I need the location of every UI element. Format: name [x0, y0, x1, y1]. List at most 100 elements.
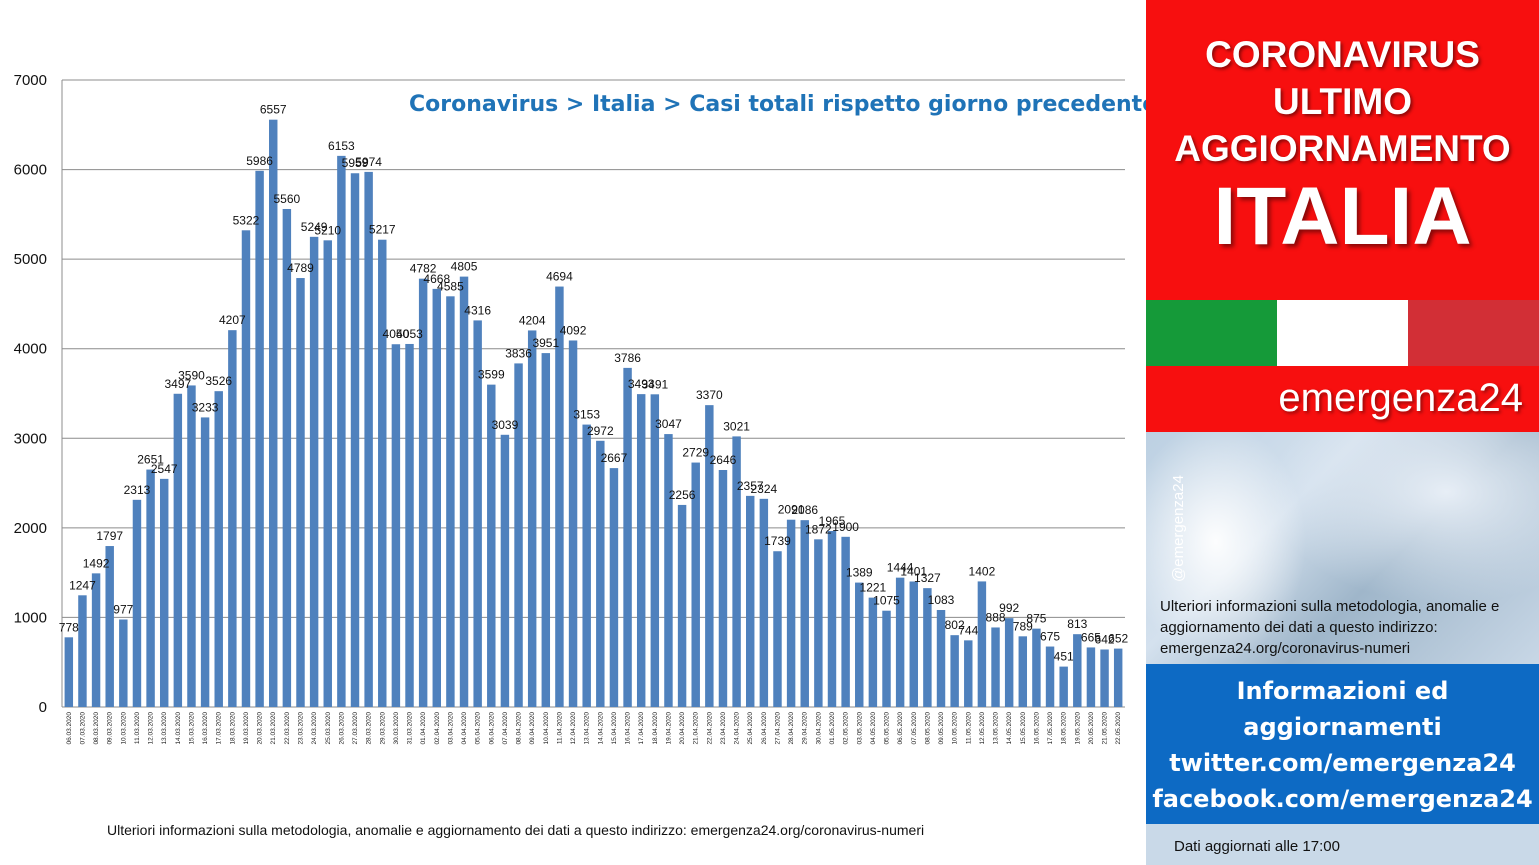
- data-label: 4204: [519, 313, 546, 327]
- bar: [91, 573, 101, 707]
- bar: [296, 278, 305, 707]
- bar: [923, 588, 932, 707]
- flag-white: [1277, 300, 1408, 366]
- x-tick-label: 14.05.2020: [1006, 712, 1013, 745]
- info-box: Informazioni ed aggiornamenti twitter.co…: [1146, 664, 1539, 824]
- x-tick-label: 20.04.2020: [679, 712, 686, 745]
- data-label: 2651: [137, 453, 164, 467]
- bar: [950, 635, 959, 707]
- x-tick-label: 20.05.2020: [1088, 712, 1095, 745]
- bar: [705, 405, 714, 707]
- y-tick-label: 0: [39, 699, 47, 716]
- data-label: 3021: [723, 419, 750, 433]
- flag-green: [1146, 300, 1277, 366]
- social-handle: @emergenza24: [1170, 475, 1187, 582]
- bar: [855, 582, 864, 707]
- data-label: 2357: [737, 479, 764, 493]
- x-tick-label: 20.03.2020: [257, 712, 264, 745]
- x-tick-label: 19.04.2020: [665, 712, 672, 745]
- bar: [105, 546, 114, 707]
- x-tick-label: 21.04.2020: [693, 712, 700, 745]
- info-line-2: aggiornamenti: [1243, 713, 1442, 741]
- data-label: 789: [1013, 619, 1033, 633]
- bar: [228, 330, 237, 707]
- data-label: 2086: [791, 503, 818, 517]
- bar: [759, 498, 769, 707]
- x-tick-label: 25.03.2020: [325, 712, 332, 745]
- data-label: 3526: [205, 374, 232, 388]
- x-tick-label: 10.03.2020: [120, 712, 127, 745]
- data-label: 2091: [778, 503, 805, 517]
- x-tick-label: 15.05.2020: [1020, 712, 1027, 745]
- bar: [241, 230, 251, 708]
- bar: [514, 363, 523, 707]
- bar: [882, 610, 891, 707]
- x-tick-label: 08.05.2020: [924, 712, 931, 745]
- bar: [1059, 666, 1068, 707]
- bar: [895, 577, 905, 707]
- data-label: 1389: [846, 566, 873, 580]
- data-label: 2313: [124, 483, 151, 497]
- bar: [718, 469, 728, 707]
- data-label: 744: [958, 623, 978, 637]
- sidebar: CORONAVIRUS ULTIMO AGGIORNAMENTO ITALIA …: [1146, 0, 1539, 865]
- x-tick-label: 10.05.2020: [952, 712, 959, 745]
- bar: [909, 581, 918, 707]
- x-tick-label: 22.03.2020: [284, 712, 291, 745]
- x-tick-label: 27.04.2020: [774, 712, 781, 745]
- data-label: 2547: [151, 462, 178, 476]
- bar: [64, 637, 74, 707]
- x-tick-label: 21.03.2020: [270, 712, 277, 745]
- data-label: 5249: [301, 220, 328, 234]
- bar: [418, 278, 428, 707]
- bar: [527, 330, 537, 707]
- bar: [132, 499, 142, 707]
- bar: [487, 384, 496, 707]
- bar: [773, 551, 782, 707]
- y-tick-label: 7000: [14, 72, 47, 89]
- data-label: 2667: [601, 451, 628, 465]
- x-tick-label: 08.04.2020: [516, 712, 523, 745]
- x-tick-label: 15.04.2020: [611, 712, 618, 745]
- x-tick-label: 23.04.2020: [720, 712, 727, 745]
- bar: [282, 208, 292, 708]
- x-tick-label: 03.04.2020: [447, 712, 454, 745]
- x-tick-label: 18.03.2020: [229, 712, 236, 745]
- bar: [732, 436, 741, 707]
- bar: [350, 173, 360, 708]
- data-label: 5959: [342, 156, 369, 170]
- data-label: 1444: [887, 561, 914, 575]
- x-tick-label: 14.03.2020: [175, 712, 182, 745]
- bar: [786, 519, 796, 707]
- twitter-link[interactable]: twitter.com/emergenza24: [1169, 749, 1516, 777]
- data-label: 1075: [873, 594, 900, 608]
- bar: [691, 462, 700, 707]
- data-label: 3590: [178, 368, 205, 382]
- data-label: 3497: [164, 377, 191, 391]
- x-tick-label: 02.04.2020: [434, 712, 441, 745]
- data-label: 2324: [751, 482, 778, 496]
- bar: [814, 539, 823, 707]
- bar: [541, 353, 551, 707]
- background-photo: @emergenza24 Ulteriori informazioni sull…: [1146, 432, 1539, 664]
- bar: [650, 394, 660, 707]
- x-tick-label: 13.05.2020: [993, 712, 1000, 745]
- data-label: 2729: [682, 446, 709, 460]
- italian-flag: [1146, 300, 1539, 366]
- flag-red: [1408, 300, 1539, 366]
- x-tick-label: 07.04.2020: [502, 712, 509, 745]
- data-label: 1327: [914, 571, 941, 585]
- x-tick-label: 21.05.2020: [1102, 712, 1109, 745]
- brand-name: emergenza24: [1278, 376, 1523, 420]
- x-tick-label: 17.03.2020: [216, 712, 223, 745]
- x-tick-label: 16.05.2020: [1033, 712, 1040, 745]
- bar: [146, 469, 155, 707]
- x-tick-label: 19.05.2020: [1074, 712, 1081, 745]
- x-tick-label: 25.04.2020: [747, 712, 754, 745]
- x-tick-label: 09.04.2020: [529, 712, 536, 745]
- x-tick-label: 11.03.2020: [134, 712, 141, 744]
- bar: [446, 296, 455, 707]
- y-tick-label: 5000: [14, 251, 47, 268]
- bar: [991, 627, 1000, 707]
- facebook-link[interactable]: facebook.com/emergenza24: [1152, 785, 1533, 813]
